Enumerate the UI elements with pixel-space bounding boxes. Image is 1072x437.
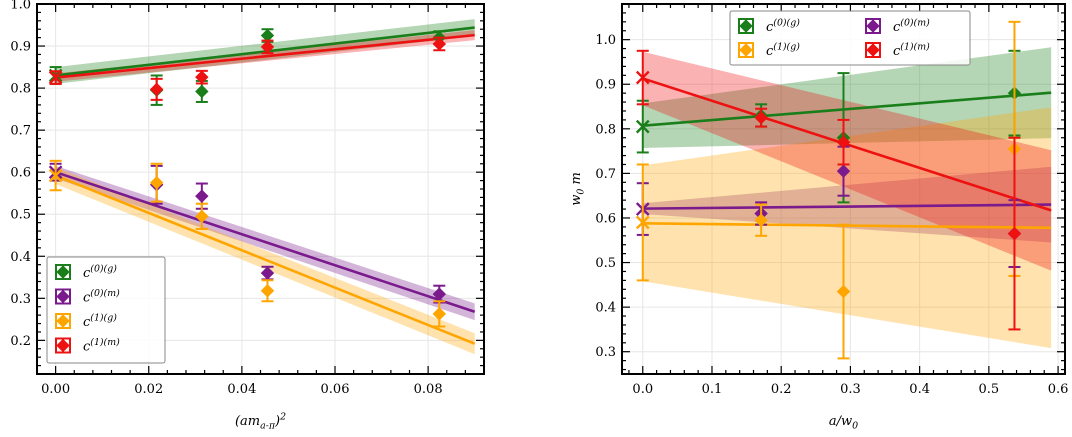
fit-line-c0g: [55, 26, 475, 77]
data-point-c1m: [195, 70, 209, 84]
legend-label-c0g: c(0)(g): [83, 264, 117, 282]
y-tick-label: 0.4: [595, 301, 616, 316]
data-point-c1m: [836, 135, 851, 149]
legend-label-c1g: c(1)(g): [766, 42, 800, 60]
y-tick-label: 0.9: [10, 40, 31, 55]
extrapolated-point-c1g: [635, 215, 650, 230]
fit-line-c0g: [642, 91, 1052, 127]
legend-label-c0m: c(0)(m): [893, 18, 930, 36]
y-tick-label: 0.4: [10, 250, 31, 265]
data-point-c0m: [260, 266, 275, 280]
fit-band-c1m: [642, 51, 1052, 271]
right-panel: 0.0 0.1 0.2 0.3 0.4 0.5 0.6 0.3 0.4 0.5 0.6 0.7 0.8 0…: [569, 3, 1069, 432]
x-tick-label: 0.02: [134, 382, 163, 397]
data-point-c0m: [195, 189, 209, 203]
y-tick-label: 0.8: [595, 122, 616, 137]
data-point-c0m: [432, 287, 447, 301]
x-tick-label: 0.4: [909, 382, 930, 397]
y-tick-label: 0.5: [595, 256, 616, 271]
legend: c(0)(g) c(0)(m) c(1)(g) c(1)(m): [729, 10, 971, 66]
x-tick-label: 0.0: [632, 382, 653, 397]
fit-band-c1g: [642, 107, 1052, 349]
data-point-c0m: [836, 164, 851, 178]
legend-marker-c0g: [56, 265, 70, 279]
legend-marker-c0m: [866, 19, 880, 33]
x-axis-label: a/w0: [829, 414, 858, 432]
x-tick-label: 0.3: [840, 382, 861, 397]
fit-line-c1m: [55, 33, 475, 79]
y-tick-label: 0.7: [595, 167, 616, 182]
x-tick-label: 0.04: [227, 382, 256, 397]
data-point-c1g: [260, 284, 275, 298]
legend-marker-c1g: [739, 43, 753, 57]
extrapolated-point-c1g: [48, 168, 63, 183]
data-point-c1g: [195, 209, 209, 224]
legend-marker-c1m: [866, 43, 880, 57]
legend: c(0)(g) c(0)(m) c(1)(g) c(1)(m): [46, 256, 166, 364]
legend-label-c0m: c(0)(m): [83, 288, 120, 306]
y-axis-label: w0 m: [569, 172, 587, 206]
data-point-c1m: [754, 110, 768, 125]
x-tick-label: 0.2: [771, 382, 792, 397]
legend-label-c1m: c(1)(m): [893, 42, 930, 60]
x-tick-label: 0.08: [414, 382, 443, 397]
legend-label-c1g: c(1)(g): [83, 313, 117, 331]
y-tick-label: 0.5: [10, 208, 31, 223]
x-tick-label: 0.5: [979, 382, 1000, 397]
x-axis-label: (ama-π)2: [235, 412, 286, 432]
legend-box: [46, 256, 166, 364]
data-point-c1m: [1007, 226, 1022, 241]
extrapolated-point-c1m: [635, 70, 650, 85]
y-tick-label: 0.8: [10, 82, 31, 97]
y-tick-label: 1.0: [10, 0, 31, 13]
x-tick-label: 0.00: [41, 382, 70, 397]
legend-marker-c0g: [739, 19, 753, 33]
data-point-c0g: [195, 84, 209, 99]
x-tick-label: 0.1: [702, 382, 723, 397]
fit-band-c0g: [642, 47, 1052, 148]
fit-line-c1g: [55, 174, 476, 345]
legend-label-c0g: c(0)(g): [766, 18, 800, 36]
y-tick-label: 0.7: [10, 124, 31, 139]
x-tick-label: 0.6: [1048, 382, 1069, 397]
legend-marker-c0m: [56, 289, 70, 304]
legend-box: [729, 10, 971, 66]
data-point-c1g: [836, 284, 851, 299]
x-tick-label: 0.06: [321, 382, 350, 397]
y-tick-label: 0.3: [595, 345, 616, 360]
y-tick-label: 0.6: [595, 211, 616, 226]
data-point-c1g: [754, 213, 768, 227]
y-tick-label: 0.6: [10, 166, 31, 181]
y-tick-label: 0.9: [595, 78, 616, 93]
data-point-c1g: [149, 175, 164, 190]
fit-line-c0m: [642, 203, 1052, 210]
legend-marker-c1g: [56, 314, 70, 328]
left-panel: 0.00 0.02 0.04 0.06 0.08 0.2 0.3 0.4 0.5 0.6 0.7 0.…: [10, 0, 485, 432]
data-point-c1m: [260, 40, 275, 54]
legend-label-c1m: c(1)(m): [83, 337, 120, 355]
fit-band-c0m: [642, 166, 1052, 243]
legend-marker-c1m: [56, 338, 70, 353]
y-tick-label: 0.3: [10, 292, 31, 307]
fit-line-c0m: [55, 170, 476, 314]
y-tick-label: 1.0: [595, 33, 616, 48]
plot-frame: [621, 3, 1066, 375]
data-point-c1m: [149, 82, 164, 97]
data-point-c1g: [432, 307, 447, 321]
extrapolated-point-c1m: [48, 70, 63, 85]
data-point-c1m: [432, 37, 447, 51]
extrapolated-point-c0g: [635, 119, 650, 134]
y-tick-label: 0.2: [10, 334, 31, 349]
